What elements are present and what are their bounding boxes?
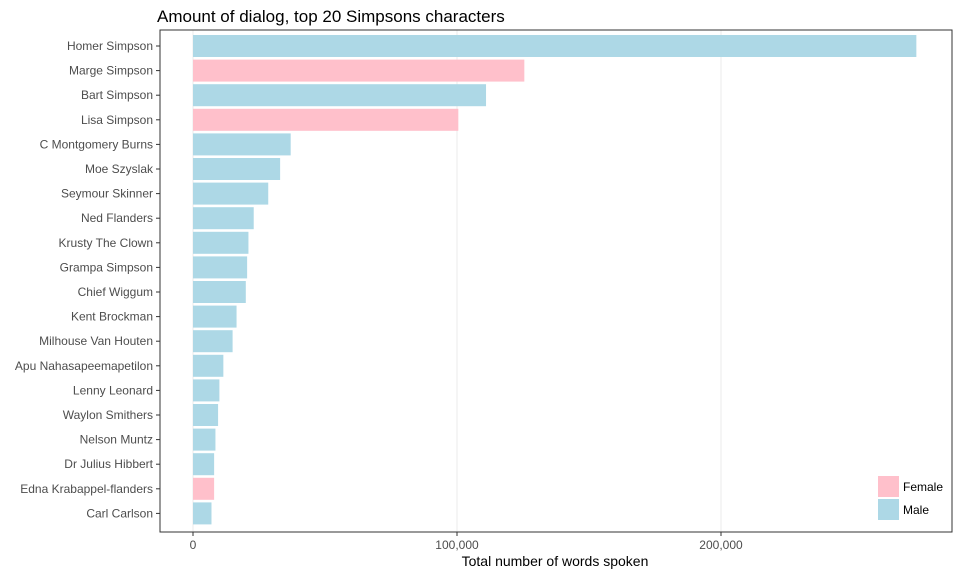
panel-border [159,29,953,533]
legend-label: Male [903,503,929,517]
bar [193,231,249,254]
bar [193,35,917,57]
y-axis-labels: Homer Simpson Marge Simpson Bart Simpson Li… [15,39,160,520]
y-tick-label: Homer Simpson [67,39,153,53]
y-tick-label: Ned Flanders [81,211,153,225]
y-tick-label: Lisa Simpson [81,113,153,127]
legend: Female Male [878,476,943,520]
y-tick-label: Carl Carlson [86,506,153,520]
bar [193,108,459,131]
bar [193,84,487,107]
legend-swatch [878,499,899,520]
bar [193,453,215,476]
x-tick-label: 0 [190,538,197,552]
y-tick-label: Marge Simpson [69,64,153,78]
bar [193,207,254,230]
bar [193,379,220,402]
y-tick-label: Nelson Muntz [80,433,153,447]
bar [193,59,525,82]
legend-swatch [878,476,899,497]
bar [193,281,246,303]
y-tick-label: Krusty The Clown [59,236,153,250]
y-tick-label: Apu Nahasapeemapetilon [15,359,153,373]
bar [193,133,291,156]
bar [193,354,224,377]
x-tick-label: 100,000 [435,538,479,552]
y-tick-label: Edna Krabappel-flanders [20,482,153,496]
bars [193,35,917,525]
y-tick-label: Milhouse Van Houten [39,334,153,348]
bar [193,330,233,353]
bar [193,477,215,500]
y-tick-label: Dr Julius Hibbert [64,457,153,471]
bar [193,256,248,279]
y-tick-label: Chief Wiggum [78,285,153,299]
y-tick-label: Seymour Skinner [61,187,153,201]
chart-title: Amount of dialog, top 20 Simpsons charac… [157,7,505,26]
bar [193,158,281,180]
bar [193,428,216,451]
y-tick-label: Waylon Smithers [63,408,153,422]
x-axis-title: Total number of words spoken [462,553,649,569]
x-tick-label: 200,000 [699,538,743,552]
y-tick-label: Grampa Simpson [60,260,153,274]
x-axis-ticks: 0 100,000 200,000 [190,532,743,552]
y-tick-label: Kent Brockman [71,310,153,324]
bar [193,182,269,205]
bar [193,502,212,525]
y-tick-label: Lenny Leonard [73,383,153,397]
y-tick-label: Bart Simpson [81,88,153,102]
legend-label: Female [903,480,943,494]
bar [193,404,219,426]
y-tick-label: Moe Szyslak [85,162,154,176]
bar [193,305,237,328]
y-tick-label: C Montgomery Burns [40,137,153,151]
